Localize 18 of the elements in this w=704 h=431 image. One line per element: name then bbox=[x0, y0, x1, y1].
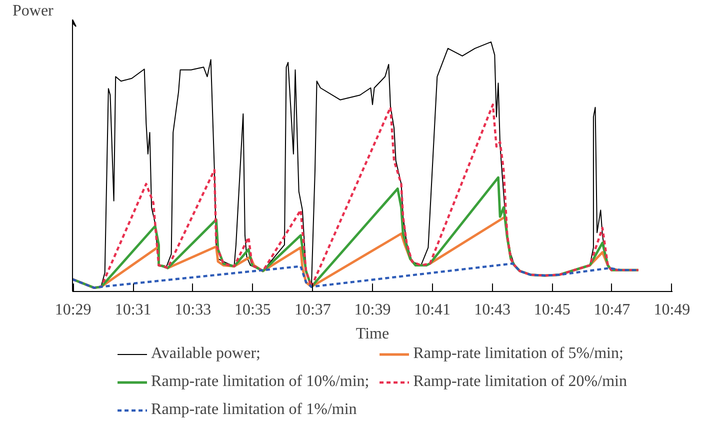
x-tick-label: 10:39 bbox=[354, 302, 391, 318]
x-tick-label: 10:35 bbox=[234, 302, 271, 318]
x-tick-label: 10:33 bbox=[174, 302, 212, 318]
x-tick-label: 10:43 bbox=[474, 302, 511, 318]
x-tick-label: 10:45 bbox=[534, 302, 570, 318]
x-tick-label: 10:47 bbox=[594, 302, 630, 318]
x-tick-label: 10:31 bbox=[114, 302, 152, 318]
legend-label: Ramp-rate limitation of 1%/min bbox=[151, 401, 357, 419]
legend-label: Ramp-rate limitation of 10%/min; bbox=[151, 373, 370, 391]
x-tick-label: 10:29 bbox=[54, 302, 92, 318]
legend-label: Available power; bbox=[151, 345, 260, 363]
y-axis-title: Power bbox=[12, 2, 54, 20]
x-axis-title: Time bbox=[356, 326, 390, 342]
x-tick-label: 10:49 bbox=[654, 302, 690, 318]
x-tick-label: 10:41 bbox=[414, 302, 451, 318]
x-tick-label: 10:37 bbox=[294, 302, 331, 318]
legend-label: Ramp-rate limitation of 5%/min; bbox=[413, 345, 624, 363]
legend-label: Ramp-rate limitation of 20%/min bbox=[413, 373, 627, 391]
